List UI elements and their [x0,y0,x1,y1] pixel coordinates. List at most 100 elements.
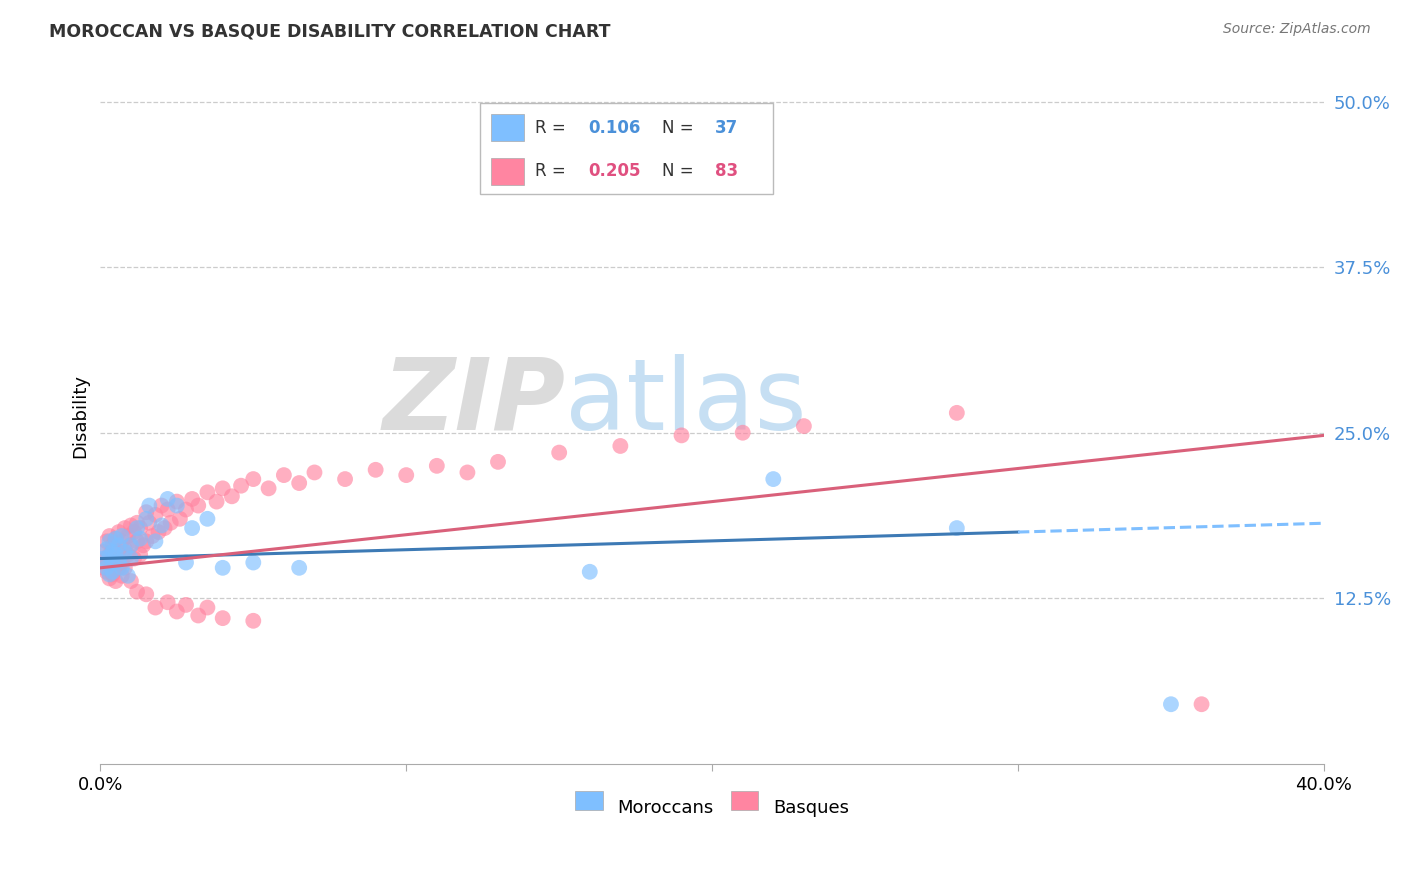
Point [174,556,197,570]
Point [125,521,148,535]
Point [456,466,478,480]
Point [122,524,145,539]
Point [169,512,191,526]
Point [114,521,136,535]
Point [946,521,969,535]
Legend: Moroccans, Basques: Moroccans, Basques [568,790,856,824]
Point [166,605,188,619]
Point [135,587,157,601]
Point [98,571,121,585]
Point [101,567,124,582]
Point [98,548,121,562]
Point [120,574,142,588]
Point [273,468,295,483]
Point [205,494,228,508]
Point [101,558,124,573]
Point [578,565,600,579]
Point [135,505,157,519]
Point [129,521,152,535]
Point [211,481,233,495]
Point [117,568,139,582]
Point [1191,697,1213,711]
Y-axis label: Disability: Disability [72,374,89,458]
Point [395,468,418,483]
Point [122,551,145,566]
Point [166,494,188,508]
Point [364,463,387,477]
Point [111,568,134,582]
Point [96,565,118,579]
Point [609,439,631,453]
Point [138,499,160,513]
Point [150,518,173,533]
Point [288,561,311,575]
Point [671,428,693,442]
Point [221,489,243,503]
Point [111,534,134,549]
Point [114,561,136,575]
Point [125,516,148,530]
Point [104,548,127,562]
Point [98,567,121,582]
Point [107,524,129,539]
Point [156,595,179,609]
Point [117,548,139,562]
Point [148,524,170,539]
Point [129,548,152,562]
Point [101,538,124,552]
Point [104,532,127,546]
Point [129,532,152,546]
Point [793,419,815,434]
Point [98,549,121,563]
Point [1160,697,1182,711]
Point [114,545,136,559]
Point [132,538,155,552]
Point [181,491,204,506]
Text: MOROCCAN VS BASQUE DISABILITY CORRELATION CHART: MOROCCAN VS BASQUE DISABILITY CORRELATIO… [49,22,610,40]
Point [101,556,124,570]
Point [145,534,167,549]
Point [288,476,311,491]
Point [486,455,509,469]
Point [107,554,129,568]
Point [242,614,264,628]
Point [211,561,233,575]
Point [120,538,142,552]
Point [120,518,142,533]
Point [107,561,129,575]
Point [138,516,160,530]
Point [197,485,219,500]
Point [145,600,167,615]
Point [548,445,571,459]
Text: ZIP: ZIP [382,354,565,450]
Point [762,472,785,486]
Point [125,534,148,549]
Point [187,608,209,623]
Point [93,545,115,559]
Point [111,529,134,543]
Point [96,551,118,566]
Point [135,512,157,526]
Point [98,534,121,549]
Point [141,529,163,543]
Point [153,521,176,535]
Point [111,556,134,570]
Point [104,551,127,566]
Point [257,481,280,495]
Point [174,502,197,516]
Point [150,499,173,513]
Point [174,598,197,612]
Point [242,556,264,570]
Point [135,534,157,549]
Point [946,406,969,420]
Point [93,561,115,575]
Text: Source: ZipAtlas.com: Source: ZipAtlas.com [1223,22,1371,37]
Point [156,502,179,516]
Point [333,472,356,486]
Point [104,574,127,588]
Point [98,529,121,543]
Point [229,479,252,493]
Point [111,561,134,575]
Point [96,542,118,557]
Text: atlas: atlas [565,354,807,450]
